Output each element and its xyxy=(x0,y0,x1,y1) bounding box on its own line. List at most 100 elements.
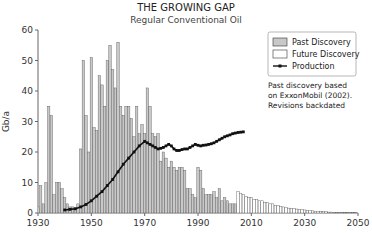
bar xyxy=(271,204,273,213)
bar xyxy=(202,189,204,213)
marker xyxy=(79,206,82,209)
bar xyxy=(181,167,183,213)
bar xyxy=(47,106,49,213)
marker xyxy=(199,145,202,148)
subtitle: Regular Conventional Oil xyxy=(130,15,242,25)
bar xyxy=(295,209,297,213)
bar xyxy=(231,204,233,213)
bar xyxy=(130,118,132,213)
marker xyxy=(95,195,98,198)
marker xyxy=(154,146,157,149)
bar xyxy=(197,167,199,213)
bar xyxy=(245,196,247,213)
bar xyxy=(122,115,124,213)
marker xyxy=(170,145,173,148)
bar xyxy=(175,170,177,213)
bar xyxy=(346,212,348,213)
bar xyxy=(210,195,212,213)
axes: 0102030405060193019501970199020102030205… xyxy=(22,25,370,228)
marker xyxy=(194,143,197,146)
y-tick xyxy=(35,30,38,31)
bar xyxy=(159,161,161,213)
y-tick-label: 40 xyxy=(22,86,34,96)
bar xyxy=(223,198,225,213)
marker xyxy=(167,143,170,146)
x-tick-label: 2030 xyxy=(293,218,316,228)
x-tick xyxy=(91,213,92,216)
bar xyxy=(229,204,231,213)
bar xyxy=(111,70,113,213)
bar xyxy=(293,209,295,213)
bar xyxy=(351,212,353,213)
marker xyxy=(234,132,237,135)
bar xyxy=(333,212,335,213)
bar xyxy=(298,209,300,213)
bar xyxy=(117,42,119,213)
bar xyxy=(149,106,151,213)
marker xyxy=(157,148,160,151)
marker xyxy=(127,157,130,160)
x-tick-label: 1990 xyxy=(187,218,210,228)
bar xyxy=(311,211,313,213)
title: THE GROWING GAP xyxy=(136,2,235,13)
bar xyxy=(135,106,137,213)
bar xyxy=(213,192,215,213)
y-tick xyxy=(35,91,38,92)
y-tick xyxy=(35,152,38,153)
bar xyxy=(101,85,103,213)
marker xyxy=(186,148,189,151)
bar xyxy=(85,115,87,213)
y-tick-label: 30 xyxy=(22,117,34,127)
bar xyxy=(151,134,153,213)
marker xyxy=(122,163,125,166)
bar xyxy=(234,204,236,213)
marker xyxy=(197,144,200,147)
y-tick-label: 10 xyxy=(22,178,34,188)
bar xyxy=(354,212,356,213)
bar xyxy=(63,198,65,213)
marker xyxy=(207,143,210,146)
bar xyxy=(71,207,73,213)
marker xyxy=(183,148,186,151)
bar xyxy=(189,189,191,213)
marker xyxy=(181,148,184,151)
bar xyxy=(39,186,41,213)
marker xyxy=(117,170,120,173)
bar xyxy=(226,201,228,213)
marker xyxy=(143,140,146,143)
marker xyxy=(111,178,114,181)
bar xyxy=(306,210,308,213)
x-tick-label: 2010 xyxy=(240,218,263,228)
annotation-line: Past discovery based xyxy=(268,81,347,90)
bar xyxy=(143,134,145,213)
marker xyxy=(210,142,213,145)
x-tick-label: 1970 xyxy=(133,218,156,228)
x-tick-label: 2050 xyxy=(347,218,370,228)
marker xyxy=(151,145,154,148)
bar xyxy=(61,189,63,213)
bar xyxy=(263,202,265,213)
marker xyxy=(202,144,205,147)
bar xyxy=(53,195,55,213)
marker xyxy=(133,151,136,154)
bar-series xyxy=(38,42,237,213)
bar xyxy=(82,61,84,214)
marker xyxy=(63,209,66,212)
marker xyxy=(226,134,229,137)
bar xyxy=(114,88,116,213)
marker xyxy=(159,147,162,150)
bar xyxy=(42,204,44,213)
bar xyxy=(74,210,76,213)
bar xyxy=(58,183,60,214)
bar xyxy=(317,211,319,213)
x-tick xyxy=(304,213,305,216)
bar xyxy=(250,198,252,213)
y-tick xyxy=(35,60,38,61)
legend-marker xyxy=(279,65,282,68)
bar-series xyxy=(237,192,357,213)
bar xyxy=(186,189,188,213)
marker xyxy=(189,146,192,149)
marker xyxy=(146,141,149,144)
bar xyxy=(95,131,97,213)
bar xyxy=(205,195,207,213)
